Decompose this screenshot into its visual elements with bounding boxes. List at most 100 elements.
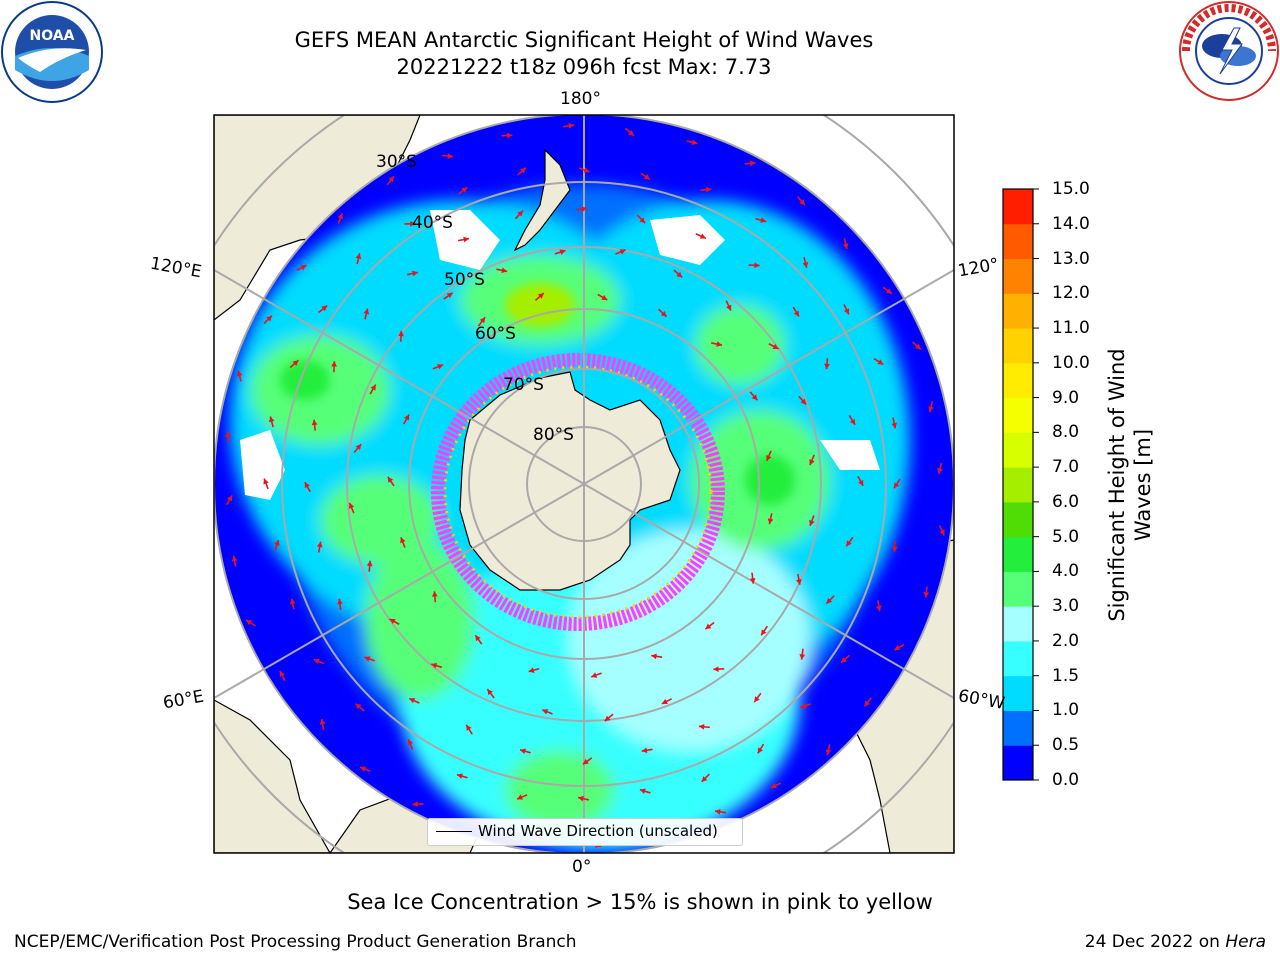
colorbar-tick-label: 2.0 bbox=[1052, 630, 1080, 651]
wind-arrow-head bbox=[289, 598, 296, 605]
colorbar-segment bbox=[1003, 467, 1033, 503]
colorbar-segment bbox=[1003, 571, 1033, 607]
colorbar-tick-label: 11.0 bbox=[1052, 318, 1090, 339]
footer-credit: NCEP/EMC/Verification Post Processing Pr… bbox=[14, 932, 577, 952]
wind-arrow-head bbox=[691, 139, 698, 146]
wind-arrow-head bbox=[370, 384, 376, 391]
wind-arrow-head bbox=[809, 459, 815, 466]
wind-arrow-head bbox=[227, 495, 233, 502]
wind-arrow-head bbox=[864, 700, 870, 707]
wind-arrow-head bbox=[559, 249, 566, 255]
wind-arrow-head bbox=[292, 360, 299, 366]
wind-arrow-head bbox=[388, 176, 394, 183]
wind-arrow-head bbox=[355, 444, 362, 450]
wind-arrow-head bbox=[639, 788, 646, 794]
wind-arrow-head bbox=[915, 343, 921, 350]
wind-arrow-head bbox=[766, 454, 772, 461]
legend-label: Wind Wave Direction (unscaled) bbox=[478, 822, 718, 840]
colorbar-label: Significant Height of Wind Waves [m] bbox=[1105, 348, 1155, 622]
colorbar-tick-label: 15.0 bbox=[1052, 179, 1090, 199]
wind-arrow-head bbox=[824, 363, 830, 370]
wind-arrow-head bbox=[389, 618, 396, 625]
footer-date: 24 Dec 2022 on Hera bbox=[1085, 932, 1266, 952]
wind-arrow-head bbox=[568, 122, 574, 129]
colorbar-tick-label: 14.0 bbox=[1052, 213, 1090, 234]
colorbar-tick-label: 9.0 bbox=[1052, 387, 1080, 408]
wind-arrow-head bbox=[619, 249, 626, 255]
wind-arrow-head bbox=[517, 210, 524, 217]
wind-arrow-head bbox=[770, 782, 777, 789]
wind-arrow-head bbox=[409, 698, 416, 704]
wind-arrow-head bbox=[337, 598, 343, 605]
lat-label-30s: 30°S bbox=[376, 152, 417, 172]
africa-land bbox=[214, 699, 331, 853]
wind-arrow-head bbox=[321, 305, 328, 312]
lat-label-60s: 60°S bbox=[475, 324, 516, 344]
colorbar-segment bbox=[1003, 640, 1033, 677]
wind-arrow-head bbox=[528, 667, 535, 673]
wind-arrow-head bbox=[705, 186, 712, 193]
nws-logo bbox=[1179, 1, 1279, 101]
colorbar-segment bbox=[1003, 432, 1033, 468]
wind-arrow-head bbox=[923, 591, 930, 598]
wind-arrow-head bbox=[701, 776, 708, 782]
wind-arrow-head bbox=[583, 167, 590, 173]
wind-arrow-head bbox=[846, 540, 852, 547]
wind-arrow-head bbox=[800, 398, 807, 405]
wind-arrow-head bbox=[716, 341, 723, 347]
wind-arrow-head bbox=[304, 482, 310, 489]
wind-arrow-head bbox=[231, 555, 238, 562]
colorbar-segment bbox=[1003, 328, 1033, 364]
wind-arrow-head bbox=[627, 130, 634, 136]
map-legend: Wind Wave Direction (unscaled) bbox=[427, 818, 743, 846]
wind-arrow-head bbox=[363, 308, 370, 315]
wind-arrow-head bbox=[826, 597, 833, 604]
wind-arrow-head bbox=[937, 467, 943, 474]
wind-arrow-head bbox=[337, 213, 343, 220]
wind-arrow-head bbox=[714, 808, 721, 815]
wind-arrow-head bbox=[360, 766, 367, 772]
wind-arrow-head bbox=[246, 619, 253, 626]
colorbar-tick-label: 12.0 bbox=[1052, 283, 1090, 304]
wind-arrow-head bbox=[849, 418, 856, 425]
wind-arrow-head bbox=[761, 629, 767, 636]
wind-arrow-head bbox=[355, 703, 362, 710]
wind-arrow-head bbox=[407, 739, 413, 746]
wind-arrow-head bbox=[651, 653, 657, 660]
wind-arrow-head bbox=[311, 419, 318, 426]
wind-arrow-head bbox=[364, 656, 371, 662]
wind-arrow-head bbox=[885, 288, 892, 294]
wind-arrow-head bbox=[225, 431, 231, 438]
legend-line-icon bbox=[436, 831, 472, 832]
wind-arrow-head bbox=[348, 502, 355, 509]
wind-arrow-head bbox=[236, 370, 243, 377]
wind-arrow-head bbox=[891, 422, 897, 429]
wind-arrow-head bbox=[676, 271, 683, 278]
colorbar-tick-label: 8.0 bbox=[1052, 422, 1080, 443]
wind-arrow-head bbox=[796, 579, 802, 585]
colorbar-segment bbox=[1003, 675, 1033, 711]
colorbar-segment bbox=[1003, 501, 1033, 538]
wind-arrow-head bbox=[751, 394, 758, 401]
wind-arrow-head bbox=[749, 160, 756, 167]
wind-arrow-head bbox=[263, 478, 269, 485]
wind-arrow-head bbox=[799, 199, 805, 206]
wind-arrow-head bbox=[793, 310, 799, 317]
colorbar-tick-label: 6.0 bbox=[1052, 491, 1080, 512]
wind-arrow-head bbox=[698, 723, 705, 730]
colorbar-segment bbox=[1003, 189, 1033, 225]
wind-arrow-head bbox=[843, 308, 850, 315]
wind-arrow-head bbox=[479, 317, 486, 324]
wind-arrow-head bbox=[891, 546, 898, 552]
wind-arrow-head bbox=[825, 749, 832, 756]
wind-arrow-head bbox=[894, 644, 901, 651]
colorbar-tick-label: 10.0 bbox=[1052, 352, 1090, 373]
lon-label-bottom: 0° bbox=[572, 857, 592, 877]
wind-arrow-head bbox=[501, 267, 508, 274]
wind-arrow-head bbox=[705, 623, 712, 630]
wind-arrow-head bbox=[520, 748, 526, 754]
colorbar-tick-label: 3.0 bbox=[1052, 596, 1080, 617]
noaa-logo: NOAA bbox=[1, 1, 103, 103]
graticule bbox=[214, 115, 954, 853]
wind-arrow-head bbox=[699, 233, 706, 239]
